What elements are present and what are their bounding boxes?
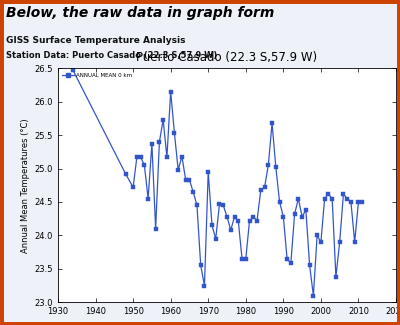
Text: Station Data: Puerto Casado (22.3 S,57.9 W): Station Data: Puerto Casado (22.3 S,57.9… [6,51,217,60]
Y-axis label: Annual Mean Temperatures (°C): Annual Mean Temperatures (°C) [22,118,30,253]
Text: Below, the raw data in graph form: Below, the raw data in graph form [6,6,274,20]
Title: Puerto Casado (22.3 S,57.9 W): Puerto Casado (22.3 S,57.9 W) [136,51,318,64]
Text: GISS Surface Temperature Analysis: GISS Surface Temperature Analysis [6,36,186,46]
Legend: ANNUAL MEAN 0 km: ANNUAL MEAN 0 km [61,71,134,79]
